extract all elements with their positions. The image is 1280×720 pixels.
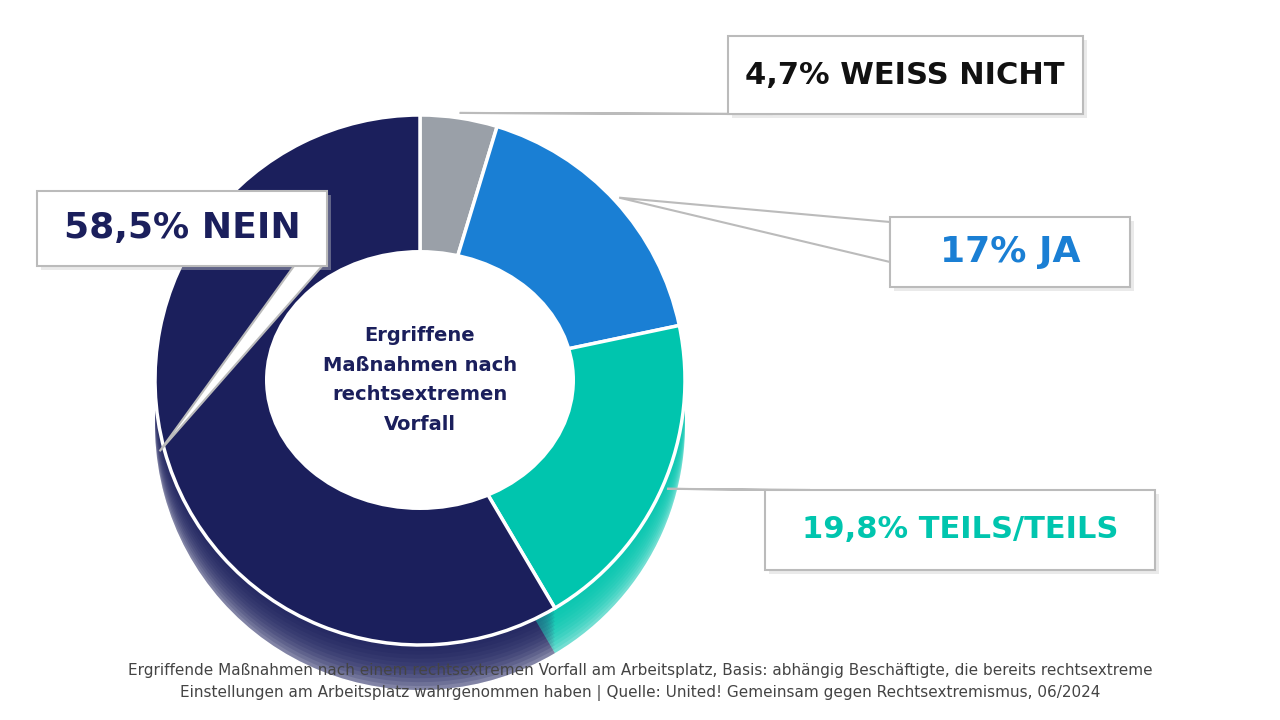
Wedge shape [420, 136, 680, 390]
Text: 19,8% TEILS/TEILS: 19,8% TEILS/TEILS [801, 516, 1119, 544]
FancyBboxPatch shape [893, 221, 1134, 291]
FancyBboxPatch shape [41, 194, 332, 269]
Wedge shape [420, 127, 680, 380]
Wedge shape [420, 355, 685, 637]
Wedge shape [155, 125, 556, 654]
Wedge shape [420, 140, 680, 394]
FancyBboxPatch shape [727, 36, 1083, 114]
Wedge shape [155, 137, 556, 667]
Wedge shape [420, 129, 497, 394]
Wedge shape [420, 156, 680, 410]
Wedge shape [420, 359, 685, 642]
Wedge shape [155, 160, 556, 690]
FancyBboxPatch shape [890, 217, 1130, 287]
Wedge shape [155, 152, 556, 682]
Wedge shape [420, 331, 685, 614]
Wedge shape [420, 325, 685, 608]
Text: 17% JA: 17% JA [940, 235, 1080, 269]
Wedge shape [420, 328, 685, 610]
Wedge shape [420, 145, 497, 410]
Wedge shape [155, 129, 556, 659]
Wedge shape [420, 137, 497, 402]
Polygon shape [160, 220, 326, 451]
Wedge shape [420, 144, 680, 397]
Wedge shape [155, 132, 556, 662]
Wedge shape [420, 366, 685, 649]
Wedge shape [420, 343, 685, 626]
Ellipse shape [265, 250, 575, 510]
FancyBboxPatch shape [37, 191, 326, 266]
Polygon shape [460, 113, 773, 114]
FancyBboxPatch shape [765, 490, 1155, 570]
Polygon shape [667, 489, 810, 490]
Wedge shape [420, 148, 497, 413]
Wedge shape [420, 121, 497, 386]
Wedge shape [155, 117, 556, 647]
Wedge shape [420, 336, 685, 618]
Wedge shape [420, 168, 680, 421]
Polygon shape [620, 198, 890, 262]
Wedge shape [420, 148, 680, 402]
Wedge shape [420, 371, 685, 653]
Wedge shape [420, 152, 680, 405]
Wedge shape [420, 160, 497, 425]
Wedge shape [420, 163, 680, 417]
Wedge shape [155, 145, 556, 675]
Wedge shape [420, 160, 680, 413]
Wedge shape [420, 115, 497, 380]
Wedge shape [420, 160, 497, 425]
Text: Ergriffene
Maßnahmen nach
rechtsextremen
Vorfall: Ergriffene Maßnahmen nach rechtsextremen… [323, 326, 517, 433]
Wedge shape [420, 125, 497, 390]
Text: 58,5% NEIN: 58,5% NEIN [64, 211, 301, 245]
Wedge shape [155, 156, 556, 686]
Wedge shape [420, 152, 497, 417]
Wedge shape [420, 132, 497, 397]
Wedge shape [155, 160, 556, 690]
Wedge shape [420, 117, 497, 382]
FancyBboxPatch shape [731, 40, 1087, 118]
Wedge shape [155, 140, 556, 670]
Wedge shape [420, 171, 680, 425]
Wedge shape [420, 347, 685, 630]
Wedge shape [420, 339, 685, 622]
Text: Ergriffende Maßnahmen nach einem rechtsextremen Vorfall am Arbeitsplatz, Basis: : Ergriffende Maßnahmen nach einem rechtse… [128, 663, 1152, 701]
Wedge shape [420, 128, 680, 382]
Wedge shape [155, 121, 556, 651]
Wedge shape [420, 140, 497, 405]
Wedge shape [420, 171, 680, 425]
Wedge shape [420, 363, 685, 645]
Wedge shape [420, 156, 497, 421]
Wedge shape [420, 351, 685, 634]
FancyBboxPatch shape [769, 494, 1158, 574]
Text: 4,7% WEISS NICHT: 4,7% WEISS NICHT [745, 60, 1065, 89]
Wedge shape [420, 371, 685, 653]
Wedge shape [155, 148, 556, 678]
Wedge shape [155, 115, 556, 645]
Wedge shape [420, 132, 680, 386]
